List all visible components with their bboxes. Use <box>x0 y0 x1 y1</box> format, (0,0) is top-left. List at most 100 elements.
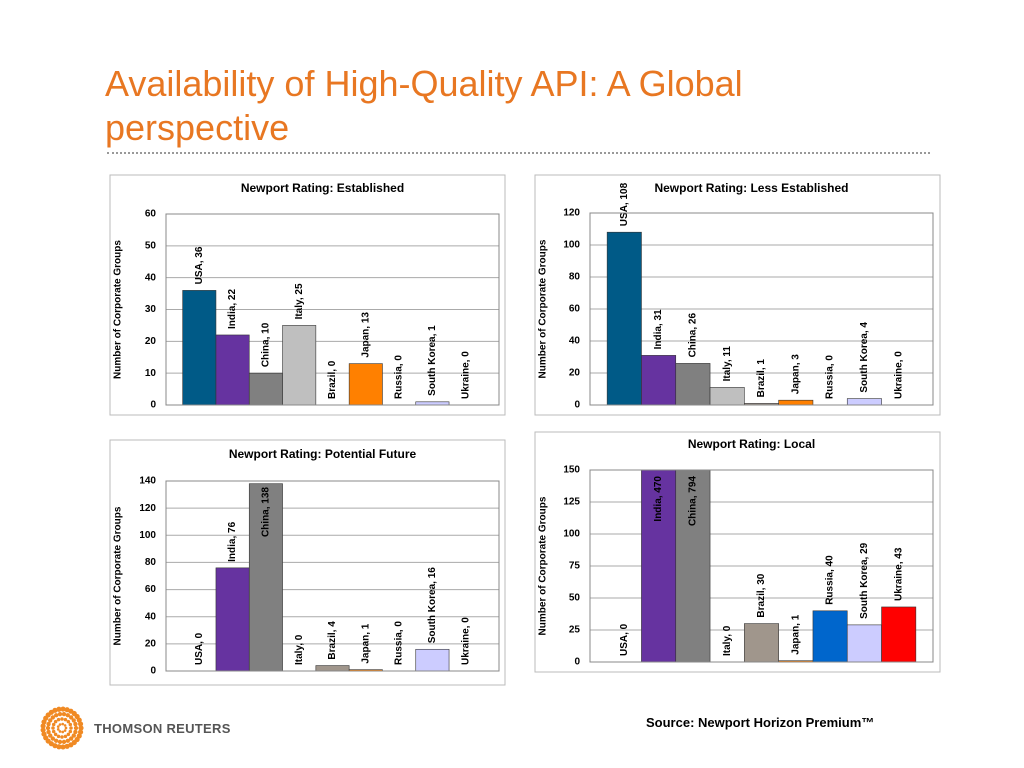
data-label: Italy, 25 <box>294 283 305 319</box>
bar <box>812 610 848 662</box>
y-tick-label: 60 <box>145 584 157 595</box>
chart: Newport Rating: Potential Future Number o… <box>109 439 506 686</box>
plot-area <box>589 212 934 406</box>
data-label: Russia, 0 <box>394 355 405 399</box>
bars <box>641 470 917 662</box>
bars <box>215 483 450 671</box>
y-tick-label: 60 <box>569 304 581 315</box>
bar <box>744 623 779 662</box>
data-label: Russia, 0 <box>394 621 405 665</box>
y-tick-label: 100 <box>563 529 580 540</box>
chart-title: Newport Rating: Less Established <box>654 181 848 195</box>
bar <box>348 669 383 671</box>
y-tick-label: 140 <box>139 476 156 487</box>
data-label: Brazil, 4 <box>327 621 338 660</box>
chart-panel <box>534 174 941 416</box>
y-tick-label: 150 <box>563 465 580 476</box>
bar <box>215 567 250 671</box>
y-axis-label: Number of Corporate Groups <box>538 239 549 378</box>
data-label: USA, 36 <box>194 246 205 284</box>
bar <box>778 399 814 405</box>
y-tick-label: 50 <box>145 240 157 251</box>
bar <box>675 470 711 662</box>
y-tick-label: 0 <box>574 657 580 668</box>
y-tick-label: 100 <box>563 240 580 251</box>
data-label: Japan, 1 <box>790 614 801 654</box>
chart-title: Newport Rating: Local <box>688 437 815 451</box>
plot-area <box>165 213 500 406</box>
y-axis-label: Number of Corporate Groups <box>113 506 124 645</box>
data-label: Ukraine, 43 <box>893 547 904 601</box>
data-label: Russia, 40 <box>825 555 836 605</box>
bar <box>215 334 250 405</box>
data-label: Japan, 13 <box>360 312 371 358</box>
logo-text: THOMSON REUTERS <box>94 721 231 736</box>
data-label: Ukraine, 0 <box>893 351 904 399</box>
data-label: South Korea, 16 <box>427 567 438 644</box>
data-label: Russia, 0 <box>825 355 836 399</box>
data-label: South Korea, 1 <box>427 325 438 396</box>
bar <box>675 363 711 405</box>
y-tick-label: 0 <box>150 666 156 677</box>
y-tick-label: 40 <box>145 272 157 283</box>
bar <box>709 387 745 405</box>
bar <box>415 648 450 671</box>
y-tick-label: 0 <box>150 400 156 411</box>
data-label: China, 794 <box>688 476 699 526</box>
chart-title: Newport Rating: Established <box>241 181 404 195</box>
y-tick-label: 100 <box>139 530 156 541</box>
y-tick-label: 120 <box>563 208 580 219</box>
chart: Newport Rating: Less Established Number o… <box>534 174 941 416</box>
y-tick-label: 40 <box>569 336 581 347</box>
data-label: Italy, 0 <box>294 634 305 665</box>
y-tick-label: 40 <box>145 611 157 622</box>
y-tick-label: 80 <box>569 272 581 283</box>
bar <box>606 231 642 405</box>
plot-area <box>589 469 934 663</box>
y-tick-label: 75 <box>569 561 581 572</box>
data-label: USA, 108 <box>619 182 630 226</box>
data-label: India, 31 <box>653 309 664 349</box>
data-label: Italy, 0 <box>722 625 733 656</box>
data-label: India, 22 <box>227 289 238 329</box>
chart: Newport Rating: Local Number of Corporate… <box>534 431 941 673</box>
y-tick-label: 10 <box>145 368 157 379</box>
y-tick-label: 20 <box>145 336 157 347</box>
y-tick-label: 30 <box>145 304 157 315</box>
data-label: China, 26 <box>688 313 699 358</box>
bar <box>881 606 917 662</box>
data-label: Italy, 11 <box>722 346 733 382</box>
data-label: Japan, 1 <box>360 623 371 663</box>
data-label: India, 76 <box>227 521 238 561</box>
data-label: China, 10 <box>261 322 272 367</box>
logo-icon <box>40 706 84 750</box>
y-tick-label: 20 <box>145 638 157 649</box>
y-tick-label: 20 <box>569 368 581 379</box>
data-label: South Korea, 4 <box>859 322 870 393</box>
bar <box>415 401 450 405</box>
data-label: Ukraine, 0 <box>460 351 471 399</box>
data-label: Brazil, 1 <box>756 359 767 398</box>
bar <box>846 624 882 662</box>
data-label: China, 138 <box>261 487 272 537</box>
y-tick-label: 125 <box>563 497 580 508</box>
bar <box>248 372 283 405</box>
y-axis-label: Number of Corporate Groups <box>113 240 124 379</box>
data-label: USA, 0 <box>619 623 630 656</box>
data-label: Brazil, 0 <box>327 360 338 399</box>
bar <box>282 325 317 405</box>
y-tick-label: 120 <box>139 503 156 514</box>
bar <box>348 363 383 405</box>
y-axis-label: Number of Corporate Groups <box>538 496 549 635</box>
data-label: Ukraine, 0 <box>460 617 471 665</box>
bars <box>182 290 450 405</box>
data-label: Japan, 3 <box>790 354 801 394</box>
bar <box>641 355 677 405</box>
chart-title: Newport Rating: Potential Future <box>229 447 417 461</box>
data-label: India, 470 <box>653 476 664 522</box>
y-tick-label: 60 <box>145 209 157 220</box>
data-label: South Korea, 29 <box>859 542 870 619</box>
bar <box>248 483 283 671</box>
